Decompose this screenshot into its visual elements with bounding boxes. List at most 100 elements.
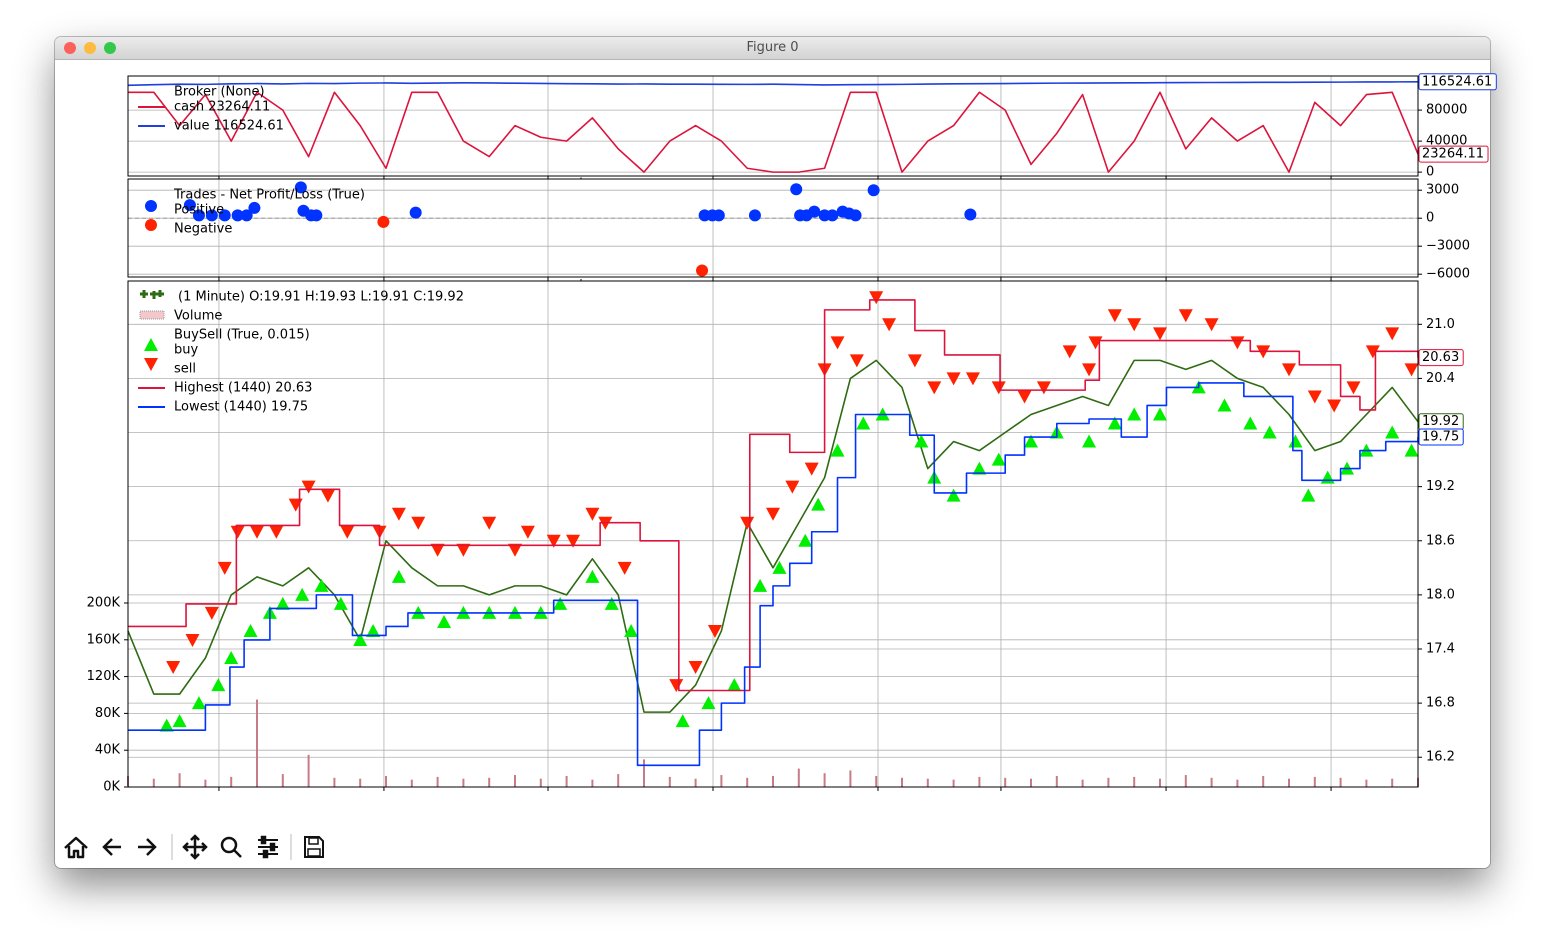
minimize-button[interactable]: [84, 42, 96, 54]
y-tick-label: 80000: [1426, 103, 1467, 118]
volume-bar: [178, 773, 181, 787]
sell-marker: [1385, 327, 1400, 341]
sell-marker: [688, 661, 703, 675]
buy-marker: [172, 714, 187, 728]
volume-bar: [1262, 775, 1265, 787]
buy-marker: [972, 461, 987, 475]
legend-label: (1 Minute) O:19.91 H:19.93 L:19.91 C:19.…: [178, 290, 464, 305]
volume-bar: [359, 778, 362, 787]
trade-marker: [231, 209, 244, 222]
sell-marker: [804, 462, 819, 476]
legend-icon: [144, 338, 158, 351]
volume-bar: [565, 775, 568, 787]
value-tag: 19.92: [1418, 413, 1464, 431]
y2-tick-label: 120K: [87, 669, 121, 684]
legend-label: Positive: [174, 203, 224, 218]
sell-marker: [204, 606, 219, 620]
buy-marker: [675, 714, 690, 728]
legend-label: Volume: [174, 309, 222, 324]
line: [127, 80, 1419, 87]
sell-marker: [1346, 381, 1361, 395]
legend-label: Highest (1440) 20.63: [174, 381, 312, 396]
trade-marker: [826, 209, 839, 222]
buy-marker: [624, 623, 639, 637]
trade-marker: [218, 209, 231, 222]
close-button[interactable]: [64, 42, 76, 54]
buy-marker: [1385, 425, 1400, 439]
trade-marker: [310, 209, 323, 222]
sell-marker: [585, 507, 600, 521]
volume-bar: [281, 774, 284, 787]
buy-marker: [1262, 425, 1277, 439]
save-button[interactable]: [304, 836, 324, 858]
sell-marker: [882, 318, 897, 332]
sell-marker: [1282, 363, 1296, 377]
back-button[interactable]: [102, 838, 121, 856]
volume-bar: [694, 778, 697, 787]
plot-area: [128, 179, 1418, 277]
trade-marker: [964, 208, 977, 221]
value-tag-label: 116524.61: [1422, 74, 1492, 89]
volume-bar: [720, 775, 723, 787]
volume-bar: [823, 773, 826, 787]
y-tick-label: −3000: [1426, 239, 1470, 254]
value-tag-label: 19.75: [1422, 430, 1459, 445]
legend-icon: [140, 290, 164, 299]
value-tag-box: [1418, 73, 1497, 91]
step-line: [128, 382, 1419, 767]
volume-bar: [385, 775, 387, 787]
line: [128, 91, 1419, 173]
sell-marker: [869, 291, 884, 305]
value-tag: 23264.11: [1418, 145, 1489, 163]
y-tick-label: 3000: [1426, 183, 1459, 198]
buy-marker: [772, 560, 787, 574]
volume-bar: [1081, 779, 1084, 787]
buy-marker: [553, 596, 568, 610]
legend-label: value 116524.61: [174, 119, 284, 134]
volume-bar: [256, 699, 258, 787]
sell-marker: [520, 525, 535, 539]
buy-marker: [353, 632, 368, 646]
y2-tick-label: 200K: [87, 596, 121, 611]
sell-marker: [1017, 390, 1032, 404]
volume-bar: [772, 775, 774, 787]
trade-marker: [867, 184, 880, 197]
zoom-rect-button[interactable]: [220, 836, 242, 858]
volume-bar: [333, 777, 336, 787]
volume-bar: [462, 778, 465, 787]
y-tick-label: 19.2: [1426, 479, 1455, 494]
value-tag-label: 20.63: [1422, 350, 1459, 365]
sell-marker: [1365, 345, 1380, 359]
sell-marker: [1062, 345, 1077, 359]
buy-marker: [946, 488, 961, 502]
value-tag: 20.63: [1418, 349, 1464, 367]
forward-button[interactable]: [138, 838, 157, 856]
volume-bar: [514, 775, 516, 787]
buy-marker: [1243, 416, 1258, 430]
volume-bar: [539, 778, 542, 787]
legend-icon: [145, 219, 157, 231]
pan-button[interactable]: [182, 834, 208, 860]
volume-bar: [797, 768, 800, 787]
configure-button[interactable]: [258, 835, 278, 859]
zoom-button[interactable]: [104, 42, 116, 54]
buy-marker: [753, 578, 768, 592]
value-tag-box: [1418, 145, 1489, 163]
sell-marker: [456, 543, 471, 557]
sell-marker: [430, 543, 445, 557]
trade-marker: [205, 209, 218, 222]
volume-bar: [901, 777, 903, 787]
legend-label: buy: [174, 343, 198, 358]
volume-bar: [978, 776, 981, 787]
plot-area: [128, 76, 1418, 176]
buy-marker: [914, 434, 929, 448]
buy-marker: [1288, 434, 1303, 448]
buy-marker: [604, 596, 619, 610]
sell-marker: [230, 525, 245, 539]
volume-bar: [1133, 776, 1136, 787]
volume-bar: [643, 759, 645, 787]
value-tag: 19.75: [1418, 428, 1464, 446]
sell-marker: [669, 679, 684, 693]
volume-bar: [746, 777, 749, 787]
home-button[interactable]: [64, 836, 88, 859]
